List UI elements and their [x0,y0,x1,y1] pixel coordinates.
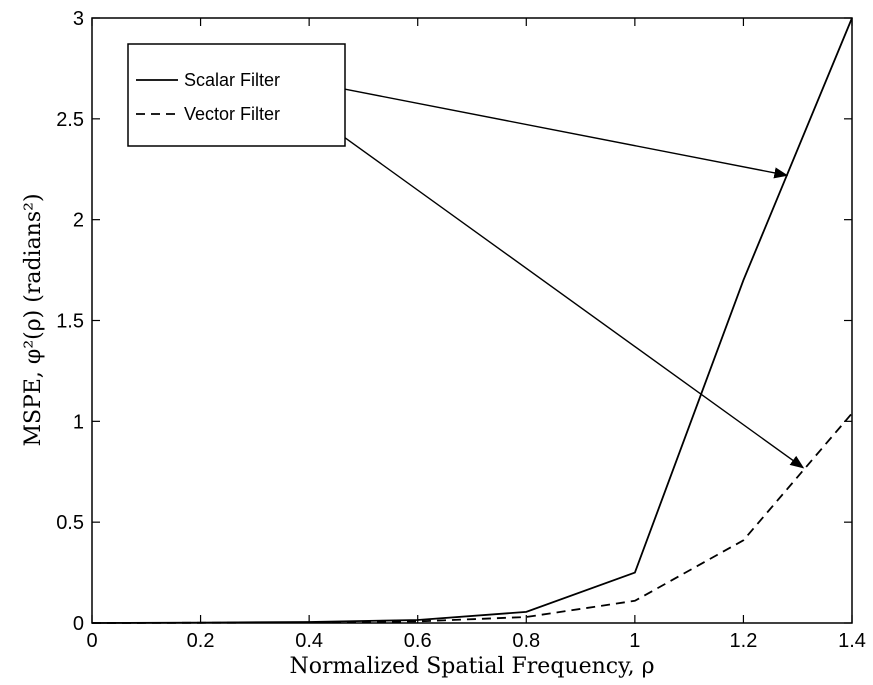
y-tick-label: 1 [73,411,84,433]
annotation-arrows [297,79,805,469]
y-axis-title: MSPE, φ²(ρ) (radians²) [21,193,46,446]
x-tick-label: 0.8 [512,630,540,652]
x-tick-label: 1.2 [730,630,758,652]
legend-label: Vector Filter [184,104,280,124]
x-tick-label: 0.4 [295,630,323,652]
legend: Scalar Filter Vector Filter [127,43,346,147]
annotation-arrow [311,113,805,469]
y-tick-label: 3 [73,8,84,30]
y-tick-label: 1.5 [56,311,84,333]
y-tick-label: 0 [73,613,84,635]
x-tick-label: 0.2 [187,630,215,652]
x-tick-label: 1.4 [838,630,866,652]
legend-box [127,43,346,147]
annotation-arrow [297,79,789,179]
y-tick-label: 2 [73,210,84,232]
x-tick-label: 0 [86,630,97,652]
series-line-vector-filter [91,412,853,624]
axis-ticks: 0 0.2 0.4 0.6 0.8 1 1.2 1.4 0 0.5 1 1.5 2 2.5 3 [56,8,866,652]
legend-label: Scalar Filter [184,70,280,90]
y-tick-label: 2.5 [56,109,84,131]
x-tick-label: 0.6 [404,630,432,652]
series-layer [91,17,853,624]
x-axis-title: Normalized Spatial Frequency, ρ [289,654,654,679]
y-tick-label: 0.5 [56,512,84,534]
x-tick-label: 1 [629,630,640,652]
